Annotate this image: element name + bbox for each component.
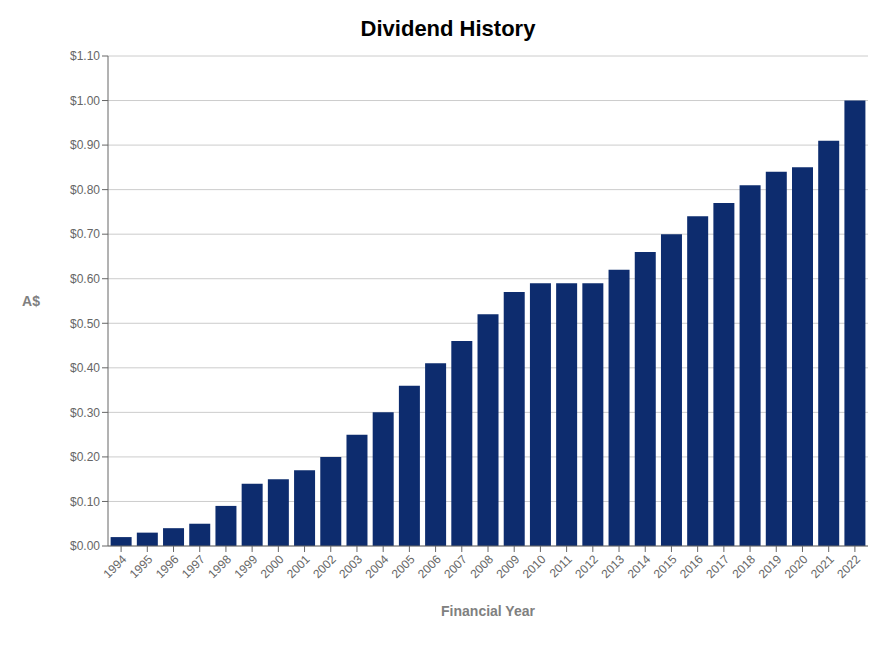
svg-text:2021: 2021	[808, 552, 837, 581]
svg-text:2018: 2018	[729, 552, 758, 581]
svg-text:2006: 2006	[415, 552, 444, 581]
svg-text:2010: 2010	[520, 552, 549, 581]
svg-text:2012: 2012	[572, 552, 601, 581]
svg-text:$0.60: $0.60	[70, 272, 100, 286]
svg-text:$0.40: $0.40	[70, 361, 100, 375]
svg-text:2003: 2003	[336, 552, 365, 581]
svg-text:$0.20: $0.20	[70, 450, 100, 464]
svg-text:2002: 2002	[310, 552, 339, 581]
svg-text:1995: 1995	[127, 552, 156, 581]
svg-text:$1.10: $1.10	[70, 49, 100, 63]
svg-text:A$: A$	[22, 293, 40, 309]
svg-text:2016: 2016	[677, 552, 706, 581]
svg-text:2001: 2001	[284, 552, 313, 581]
svg-text:$0.50: $0.50	[70, 317, 100, 331]
svg-text:2007: 2007	[441, 552, 470, 581]
svg-text:2020: 2020	[782, 552, 811, 581]
svg-text:$0.80: $0.80	[70, 183, 100, 197]
svg-text:1996: 1996	[153, 552, 182, 581]
svg-text:2017: 2017	[703, 552, 732, 581]
svg-text:1999: 1999	[232, 552, 261, 581]
svg-text:2019: 2019	[756, 552, 785, 581]
svg-text:1994: 1994	[100, 552, 129, 581]
svg-text:2000: 2000	[258, 552, 287, 581]
svg-text:1998: 1998	[205, 552, 234, 581]
svg-text:2014: 2014	[625, 552, 654, 581]
svg-text:2011: 2011	[547, 552, 575, 580]
svg-text:2015: 2015	[651, 552, 680, 581]
svg-text:2013: 2013	[598, 552, 627, 581]
svg-text:Financial Year: Financial Year	[441, 603, 535, 619]
svg-text:$0.30: $0.30	[70, 406, 100, 420]
svg-text:$0.70: $0.70	[70, 227, 100, 241]
svg-text:$0.90: $0.90	[70, 138, 100, 152]
svg-text:1997: 1997	[179, 552, 208, 581]
svg-text:2004: 2004	[363, 552, 392, 581]
svg-text:2022: 2022	[834, 552, 863, 581]
svg-text:$0.00: $0.00	[70, 539, 100, 553]
html-text:Dividend History: Dividend History	[360, 16, 536, 41]
svg-text:$1.00: $1.00	[70, 94, 100, 108]
svg-text:$0.10: $0.10	[70, 495, 100, 509]
svg-text:2005: 2005	[389, 552, 418, 581]
svg-text:2008: 2008	[467, 552, 496, 581]
svg-text:2009: 2009	[494, 552, 523, 581]
